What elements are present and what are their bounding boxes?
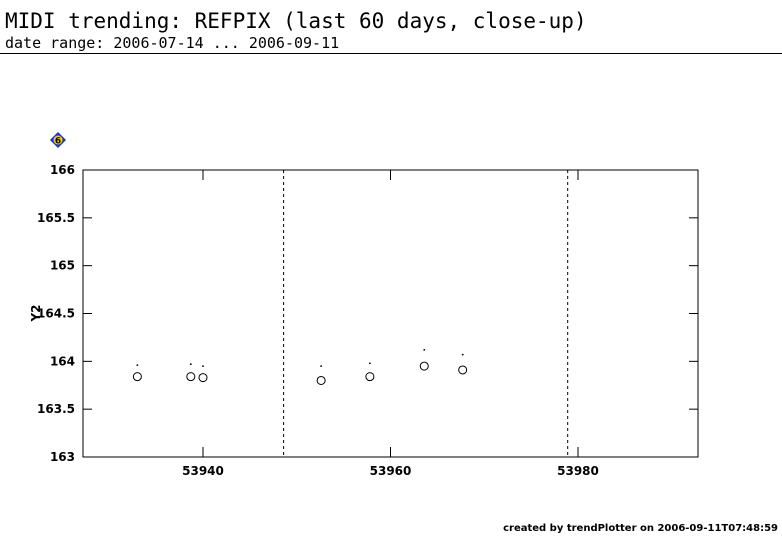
point [198, 373, 208, 383]
point [423, 348, 426, 351]
footer: created by trendPlotter on 2006-09-11T07… [503, 523, 778, 534]
point [458, 365, 468, 375]
x-tick-label: 53960 [370, 464, 412, 478]
y-tick-label: 163 [50, 450, 75, 464]
point [136, 364, 139, 367]
y-tick-label: 164 [50, 354, 75, 368]
point [189, 363, 192, 366]
plot-frame [82, 169, 699, 458]
y-tick-label: 164.5 [37, 307, 75, 321]
x-tick-label: 53940 [182, 464, 224, 478]
y-tick-label: 165.5 [37, 211, 75, 225]
x-tick-label: 53980 [557, 464, 599, 478]
badge-dot [53, 135, 63, 145]
badge: 6 [50, 132, 66, 148]
point [202, 365, 204, 368]
badge-label: 6 [55, 137, 61, 147]
point [461, 353, 464, 356]
point [316, 375, 326, 385]
chart-subtitle: date range: 2006-07-14 ... 2006-09-11 [5, 34, 339, 52]
y-tick-label: 166 [50, 163, 75, 177]
point [365, 372, 375, 382]
y-tick-label: 165 [50, 259, 75, 273]
point [186, 372, 196, 382]
y-axis-label: Y2 [29, 304, 43, 322]
point [419, 361, 429, 371]
point [368, 362, 371, 365]
point [320, 365, 323, 368]
chart-title: MIDI trending: REFPIX (last 60 days, clo… [5, 9, 587, 33]
y-tick-label: 163.5 [37, 402, 75, 416]
point [132, 372, 142, 382]
